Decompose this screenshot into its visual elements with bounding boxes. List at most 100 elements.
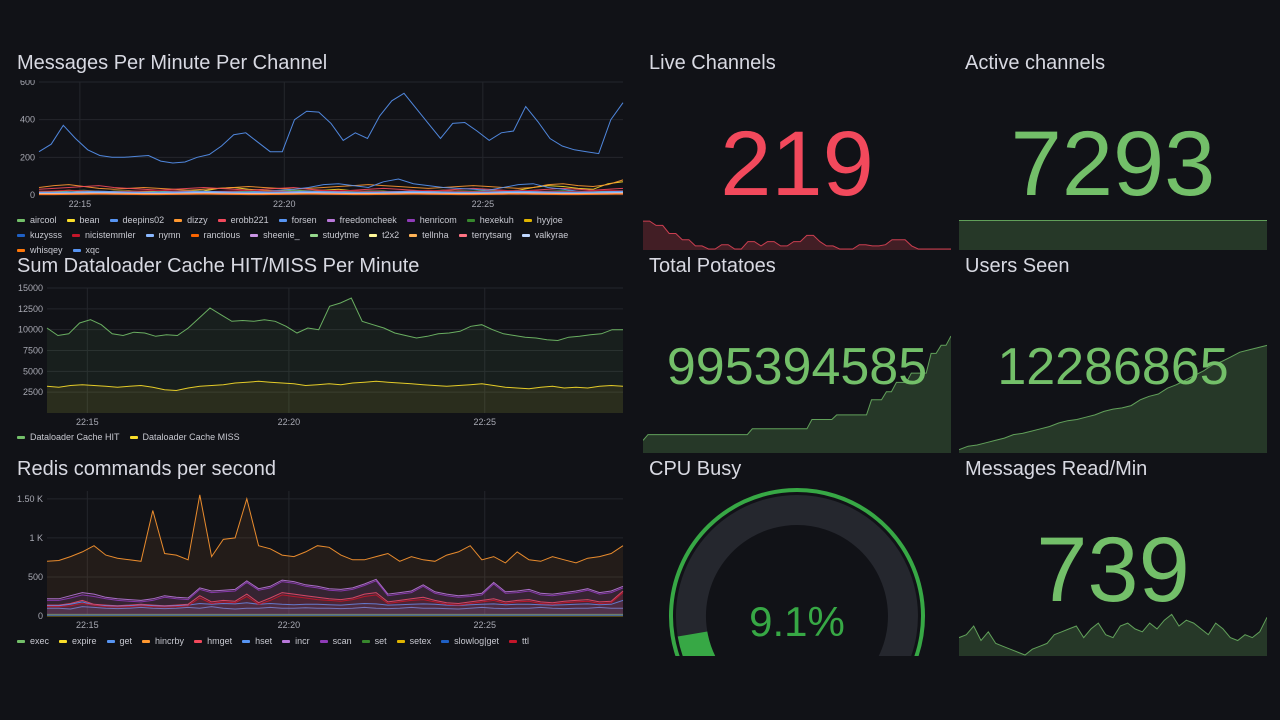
legend-item[interactable]: setex bbox=[396, 636, 432, 646]
legend-item[interactable]: t2x2 bbox=[369, 230, 399, 240]
series-area-ttl bbox=[47, 592, 623, 616]
legend-label: studytme bbox=[322, 230, 360, 240]
legend-swatch bbox=[361, 639, 370, 643]
legend-item[interactable]: hyyjoe bbox=[523, 215, 563, 225]
legend-item[interactable]: bean bbox=[66, 215, 100, 225]
legend-item[interactable]: hincrby bbox=[142, 636, 184, 646]
y-tick-label: 0 bbox=[38, 611, 43, 621]
panel-total-potatoes: Total Potatoes 995394585 bbox=[643, 255, 951, 453]
sparkline-area bbox=[643, 336, 951, 453]
series-line-whisqey[interactable] bbox=[39, 193, 624, 196]
legend-item[interactable]: ranctious bbox=[190, 230, 240, 240]
legend-item[interactable]: hmget bbox=[194, 636, 232, 646]
legend-label: nymn bbox=[158, 230, 181, 240]
legend-item[interactable]: Dataloader Cache MISS bbox=[129, 432, 240, 442]
series-line-hset[interactable] bbox=[47, 599, 624, 607]
series-area-hincrby bbox=[47, 494, 623, 616]
y-tick-label: 500 bbox=[28, 572, 43, 582]
series-line-nicistemmler[interactable] bbox=[38, 189, 624, 193]
legend-swatch bbox=[217, 218, 226, 222]
legend-item[interactable]: nymn bbox=[145, 230, 181, 240]
legend-item[interactable]: nicistemmler bbox=[72, 230, 136, 240]
series-area-incr bbox=[47, 579, 623, 616]
series-line-get[interactable] bbox=[47, 606, 623, 610]
series-area-get bbox=[47, 606, 623, 616]
legend-item[interactable]: kuzysss bbox=[17, 230, 62, 240]
legend-swatch bbox=[106, 639, 115, 643]
legend-label: expire bbox=[72, 636, 97, 646]
legend-item[interactable]: erobb221 bbox=[217, 215, 269, 225]
panel-title: Active channels bbox=[965, 52, 1106, 74]
legend-swatch bbox=[521, 233, 530, 237]
active-channels-value: 7293 bbox=[1010, 113, 1216, 215]
legend-item[interactable]: Dataloader Cache HIT bbox=[17, 432, 120, 442]
legend-swatch bbox=[319, 639, 328, 643]
legend-item[interactable]: whisqey bbox=[17, 245, 63, 255]
legend-item[interactable]: xqc bbox=[72, 245, 100, 255]
legend-swatch bbox=[190, 233, 199, 237]
sparkline-line bbox=[959, 613, 1267, 656]
sparkline-line bbox=[643, 220, 951, 250]
legend-item[interactable]: ttl bbox=[509, 636, 529, 646]
messages-chart[interactable]: 0 200 400 600 22:15 22:20 22:25 bbox=[17, 80, 629, 240]
panel-title: Messages Per Minute Per Channel bbox=[17, 52, 328, 74]
series-line-hmget[interactable] bbox=[47, 590, 624, 607]
legend-item[interactable]: dizzy bbox=[174, 215, 208, 225]
legend-item[interactable]: tellnha bbox=[409, 230, 449, 240]
legend-item[interactable]: forsen bbox=[278, 215, 317, 225]
legend-label: Dataloader Cache MISS bbox=[142, 432, 240, 442]
legend-item[interactable]: freedomcheek bbox=[326, 215, 397, 225]
panel-title: Messages Read/Min bbox=[965, 458, 1148, 480]
x-tick-label: 22:25 bbox=[473, 620, 496, 630]
legend-item[interactable]: slowlog|get bbox=[441, 636, 499, 646]
legend-swatch bbox=[326, 218, 335, 222]
legend-item[interactable]: terrytsang bbox=[458, 230, 512, 240]
y-tick-label: 200 bbox=[20, 152, 35, 162]
legend-item[interactable]: aircool bbox=[17, 215, 57, 225]
legend-item[interactable]: henricom bbox=[406, 215, 457, 225]
legend-item[interactable]: deepins02 bbox=[109, 215, 164, 225]
legend-item[interactable]: get bbox=[106, 636, 133, 646]
messages-read-value: 739 bbox=[1036, 519, 1190, 621]
series-line-ttl[interactable] bbox=[47, 592, 624, 608]
series-line-Dataloader Cache MISS[interactable] bbox=[46, 380, 624, 392]
legend-item[interactable]: studytme bbox=[309, 230, 360, 240]
legend-label: kuzysss bbox=[30, 230, 63, 240]
legend-label: t2x2 bbox=[382, 230, 400, 240]
legend-label: setex bbox=[409, 636, 432, 646]
legend-item[interactable]: scan bbox=[319, 636, 352, 646]
legend-item[interactable]: incr bbox=[282, 636, 310, 646]
series-line-hincrby[interactable] bbox=[46, 494, 624, 564]
legend-item[interactable]: exec bbox=[17, 636, 49, 646]
legend-swatch bbox=[142, 639, 151, 643]
panel-title: CPU Busy bbox=[649, 458, 742, 480]
legend-label: scan bbox=[332, 636, 352, 646]
series-area-hmget bbox=[47, 591, 623, 616]
sparkline-area bbox=[959, 220, 1267, 250]
legend-item[interactable]: set bbox=[361, 636, 387, 646]
redis-chart[interactable]: 0 500 1 K 1.50 K 22:15 22:20 22:25 bbox=[17, 486, 629, 646]
series-line-incr[interactable] bbox=[47, 578, 624, 601]
legend-swatch bbox=[66, 218, 75, 222]
legend-item[interactable]: expire bbox=[59, 636, 97, 646]
legend-swatch bbox=[109, 218, 118, 222]
y-tick-label: 400 bbox=[20, 115, 35, 125]
legend-label: forsen bbox=[291, 215, 317, 225]
legend-swatch bbox=[174, 218, 183, 222]
messages-read-sparkline bbox=[959, 613, 1267, 656]
x-tick-label: 22:25 bbox=[473, 417, 496, 427]
series-line-scan[interactable] bbox=[47, 580, 624, 603]
dataloader-chart[interactable]: 2500 5000 7500 10000 12500 15000 22:15 22:20 22:… bbox=[17, 283, 629, 443]
legend-item[interactable]: hexekuh bbox=[466, 215, 514, 225]
series-line-deepins02[interactable] bbox=[38, 92, 624, 164]
legend-label: whisqey bbox=[30, 245, 63, 255]
legend-label: get bbox=[119, 636, 133, 646]
legend-item[interactable]: hset bbox=[242, 636, 272, 646]
legend-label: slowlog|get bbox=[454, 636, 500, 646]
legend-item[interactable]: sheenie_ bbox=[250, 230, 300, 240]
series-line-dizzy[interactable] bbox=[38, 179, 624, 191]
series-line-xqc[interactable] bbox=[39, 191, 624, 193]
y-tick-label: 15000 bbox=[18, 283, 43, 293]
legend-item[interactable]: valkyrae bbox=[521, 230, 568, 240]
series-line-Dataloader Cache HIT[interactable] bbox=[46, 297, 623, 342]
